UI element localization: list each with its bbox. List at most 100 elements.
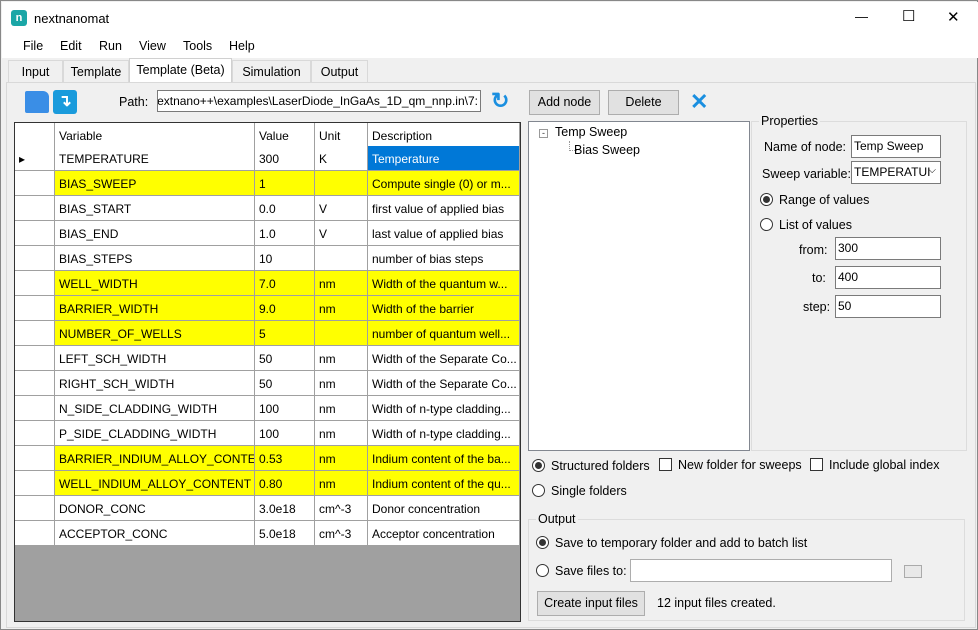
cell-description[interactable]: number of bias steps xyxy=(368,246,520,271)
table-row[interactable]: DONOR_CONC 3.0e18 cm^-3 Donor concentration xyxy=(15,496,520,521)
tab-output[interactable]: Output xyxy=(311,60,368,82)
table-row[interactable]: NUMBER_OF_WELLS 5 number of quantum well..… xyxy=(15,321,520,346)
cell-description[interactable]: Width of n-type cladding... xyxy=(368,396,520,421)
cell-description[interactable]: Temperature xyxy=(368,146,520,171)
cell-unit[interactable]: V xyxy=(315,221,368,246)
cell-value[interactable]: 0.53 xyxy=(255,446,315,471)
save-import-icon[interactable]: ↴ xyxy=(53,90,77,114)
cell-unit[interactable]: cm^-3 xyxy=(315,496,368,521)
cell-variable[interactable]: ACCEPTOR_CONC xyxy=(55,521,255,546)
cell-variable[interactable]: TEMPERATURE xyxy=(55,146,255,171)
cell-variable[interactable]: NUMBER_OF_WELLS xyxy=(55,321,255,346)
row-indicator[interactable] xyxy=(15,521,55,546)
maximize-button[interactable]: ☐ xyxy=(902,8,916,25)
cell-description[interactable]: Width of the Separate Co... xyxy=(368,346,520,371)
cell-value[interactable]: 10 xyxy=(255,246,315,271)
menu-view[interactable]: View xyxy=(139,39,166,53)
row-indicator[interactable] xyxy=(15,246,55,271)
clear-x-icon[interactable]: ✕ xyxy=(690,89,709,114)
tab-template-beta[interactable]: Template (Beta) xyxy=(129,58,232,83)
cell-value[interactable]: 0.0 xyxy=(255,196,315,221)
tree-node-temp-sweep[interactable]: Temp Sweep xyxy=(555,125,628,139)
table-row[interactable]: ACCEPTOR_CONC 5.0e18 cm^-3 Acceptor concent… xyxy=(15,521,520,546)
cell-unit[interactable]: V xyxy=(315,196,368,221)
cell-description[interactable]: Indium content of the qu... xyxy=(368,471,520,496)
cell-unit[interactable] xyxy=(315,321,368,346)
cell-unit[interactable]: nm xyxy=(315,371,368,396)
cell-value[interactable]: 7.0 xyxy=(255,271,315,296)
delete-button[interactable]: Delete xyxy=(608,90,679,115)
cell-unit[interactable]: nm xyxy=(315,296,368,321)
path-input[interactable]: :7\nextnano++\examples\LaserDiode_InGaAs… xyxy=(157,90,481,112)
row-indicator[interactable] xyxy=(15,321,55,346)
structured-folders-radio[interactable] xyxy=(532,459,545,472)
minimize-button[interactable]: — xyxy=(855,9,868,24)
cell-unit[interactable]: nm xyxy=(315,421,368,446)
row-indicator[interactable] xyxy=(15,296,55,321)
cell-unit[interactable] xyxy=(315,171,368,196)
row-indicator[interactable] xyxy=(15,446,55,471)
create-input-files-button[interactable]: Create input files xyxy=(537,591,645,616)
global-index-checkbox[interactable] xyxy=(810,458,823,471)
row-indicator[interactable] xyxy=(15,421,55,446)
cell-description[interactable]: last value of applied bias xyxy=(368,221,520,246)
row-indicator[interactable] xyxy=(15,271,55,296)
cell-description[interactable]: Width of the quantum w... xyxy=(368,271,520,296)
table-row[interactable]: LEFT_SCH_WIDTH 50 nm Width of the Separate … xyxy=(15,346,520,371)
tree-node-bias-sweep[interactable]: Bias Sweep xyxy=(574,143,641,157)
cell-variable[interactable]: P_SIDE_CLADDING_WIDTH xyxy=(55,421,255,446)
row-indicator[interactable] xyxy=(15,396,55,421)
single-folders-radio[interactable] xyxy=(532,484,545,497)
tab-simulation[interactable]: Simulation xyxy=(232,60,311,82)
cell-variable[interactable]: LEFT_SCH_WIDTH xyxy=(55,346,255,371)
cell-variable[interactable]: BIAS_STEPS xyxy=(55,246,255,271)
table-row[interactable]: BARRIER_INDIUM_ALLOY_CONTENT 0.53 nm Indium… xyxy=(15,446,520,471)
cell-unit[interactable]: nm xyxy=(315,346,368,371)
refresh-icon[interactable]: ↻ xyxy=(491,88,510,113)
cell-variable[interactable]: BARRIER_WIDTH xyxy=(55,296,255,321)
cell-unit[interactable] xyxy=(315,246,368,271)
cell-unit[interactable]: nm xyxy=(315,471,368,496)
cell-variable[interactable]: BIAS_END xyxy=(55,221,255,246)
tab-template[interactable]: Template xyxy=(63,60,129,82)
range-of-values-radio[interactable] xyxy=(760,193,773,206)
cell-variable[interactable]: DONOR_CONC xyxy=(55,496,255,521)
cell-variable[interactable]: BARRIER_INDIUM_ALLOY_CONTENT xyxy=(55,446,255,471)
cell-description[interactable]: Width of the Separate Co... xyxy=(368,371,520,396)
cell-variable[interactable]: RIGHT_SCH_WIDTH xyxy=(55,371,255,396)
row-indicator-arrow-icon[interactable]: ▸ xyxy=(15,146,55,171)
cell-unit[interactable]: K xyxy=(315,146,368,171)
cell-variable[interactable]: WELL_WIDTH xyxy=(55,271,255,296)
collapse-icon[interactable]: - xyxy=(539,129,548,138)
name-of-node-input[interactable]: Temp Sweep xyxy=(851,135,941,158)
cell-unit[interactable]: nm xyxy=(315,446,368,471)
cell-variable[interactable]: WELL_INDIUM_ALLOY_CONTENT xyxy=(55,471,255,496)
cell-description[interactable]: Compute single (0) or m... xyxy=(368,171,520,196)
sweep-variable-select[interactable]: TEMPERATUI ⌵ xyxy=(851,161,941,184)
header-unit[interactable]: Unit xyxy=(315,123,368,148)
from-input[interactable]: 300 xyxy=(835,237,941,260)
header-description[interactable]: Description xyxy=(368,123,520,148)
row-indicator[interactable] xyxy=(15,471,55,496)
table-row[interactable]: RIGHT_SCH_WIDTH 50 nm Width of the Separate… xyxy=(15,371,520,396)
cell-value[interactable]: 50 xyxy=(255,346,315,371)
cell-description[interactable]: Donor concentration xyxy=(368,496,520,521)
close-button[interactable]: ✕ xyxy=(947,9,960,26)
row-indicator[interactable] xyxy=(15,196,55,221)
row-indicator[interactable] xyxy=(15,346,55,371)
browse-folder-icon[interactable] xyxy=(904,565,922,578)
menu-file[interactable]: File xyxy=(23,39,44,53)
save-path-input[interactable] xyxy=(630,559,892,582)
table-row[interactable]: N_SIDE_CLADDING_WIDTH 100 nm Width of n-typ… xyxy=(15,396,520,421)
cell-description[interactable]: Width of the barrier xyxy=(368,296,520,321)
cell-description[interactable]: number of quantum well... xyxy=(368,321,520,346)
cell-value[interactable]: 5.0e18 xyxy=(255,521,315,546)
table-row[interactable]: WELL_WIDTH 7.0 nm Width of the quantum w... xyxy=(15,271,520,296)
table-row[interactable]: BARRIER_WIDTH 9.0 nm Width of the barrier xyxy=(15,296,520,321)
cell-unit[interactable]: nm xyxy=(315,396,368,421)
menu-edit[interactable]: Edit xyxy=(60,39,82,53)
row-indicator[interactable] xyxy=(15,496,55,521)
cell-value[interactable]: 5 xyxy=(255,321,315,346)
